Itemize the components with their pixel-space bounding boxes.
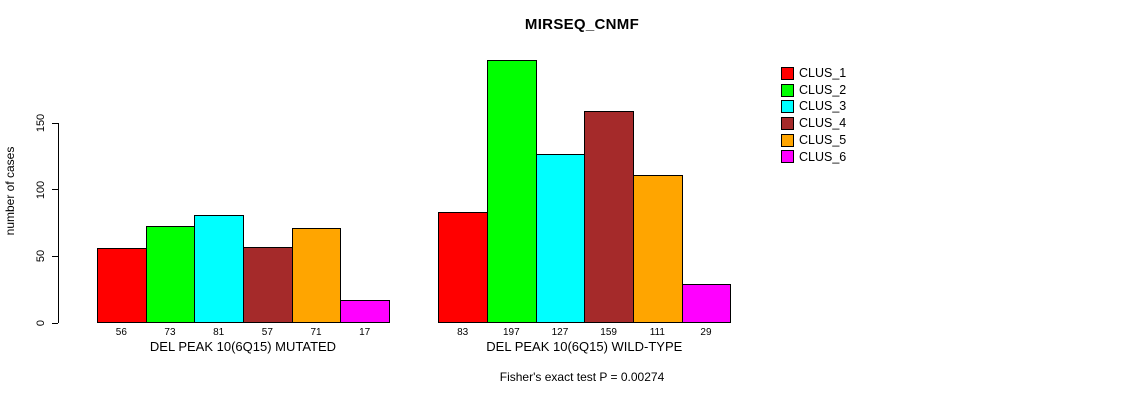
bar-value-label: 29 (700, 327, 712, 338)
group-label-1: DEL PEAK 10(6Q15) MUTATED (149, 339, 337, 354)
legend-item-clus_4: CLUS_4 (781, 115, 846, 132)
bar-clus_6-group1 (340, 300, 390, 323)
bar-value-label: 71 (310, 327, 322, 338)
bar-clus_6-group2 (681, 284, 732, 323)
bar-value-label: 111 (649, 327, 665, 338)
bar-value-label: 81 (213, 327, 225, 338)
legend-label: CLUS_4 (799, 116, 847, 131)
y-tick-label: 50 (35, 250, 47, 263)
bar-value-label: 197 (502, 327, 520, 338)
legend-swatch-icon (781, 83, 794, 97)
bar-clus_5-group2 (632, 175, 683, 323)
legend-label: CLUS_2 (799, 82, 847, 97)
legend: CLUS_1 CLUS_2 CLUS_3 CLUS_4 CLUS_5 CLUS_6 (781, 65, 846, 165)
bar-clus_1-group1 (97, 248, 147, 323)
bar-value-label: 17 (359, 327, 371, 338)
y-tick-mark (52, 255, 58, 257)
bar-clus_1-group2 (438, 212, 488, 323)
chart-title: MIRSEQ_CNMF (524, 16, 640, 33)
y-axis-line (58, 123, 59, 323)
legend-swatch-icon (781, 116, 794, 130)
y-tick-label: 150 (35, 113, 47, 133)
bar-clus_2-group2 (486, 60, 537, 323)
legend-item-clus_6: CLUS_6 (781, 148, 846, 165)
bar-clus_3-group2 (535, 153, 586, 323)
bar-value-label: 57 (261, 327, 273, 338)
legend-swatch-icon (781, 150, 794, 164)
legend-item-clus_3: CLUS_3 (781, 98, 846, 115)
legend-label: CLUS_6 (799, 149, 847, 164)
bar-clus_2-group1 (145, 225, 196, 323)
legend-label: CLUS_1 (799, 66, 847, 81)
y-axis-label: number of cases (3, 146, 17, 236)
y-tick-mark (52, 322, 58, 324)
legend-label: CLUS_3 (799, 99, 847, 114)
legend-item-clus_5: CLUS_5 (781, 132, 846, 149)
legend-item-clus_2: CLUS_2 (781, 82, 846, 99)
bar-value-label: 83 (457, 327, 469, 338)
bar-value-label: 127 (551, 327, 569, 338)
bar-value-label: 73 (164, 327, 176, 338)
y-tick-label: 100 (35, 180, 47, 199)
legend-swatch-icon (781, 66, 794, 80)
legend-swatch-icon (781, 100, 794, 114)
y-tick-mark (52, 122, 58, 124)
bar-value-label: 159 (600, 327, 617, 338)
bar-value-label: 56 (115, 327, 127, 338)
y-tick-label: 0 (35, 319, 47, 327)
bar-clus_4-group2 (584, 111, 634, 323)
legend-label: CLUS_5 (799, 132, 847, 147)
y-tick-mark (52, 189, 58, 191)
legend-swatch-icon (781, 133, 794, 147)
legend-item-clus_1: CLUS_1 (781, 65, 846, 82)
group-label-2: DEL PEAK 10(6Q15) WILD-TYPE (486, 339, 683, 354)
bar-clus_3-group1 (194, 215, 244, 323)
bar-clus_5-group1 (291, 228, 342, 323)
bar-clus_4-group1 (243, 247, 293, 323)
annotation-text: Fisher's exact test P = 0.00274 (499, 370, 665, 384)
